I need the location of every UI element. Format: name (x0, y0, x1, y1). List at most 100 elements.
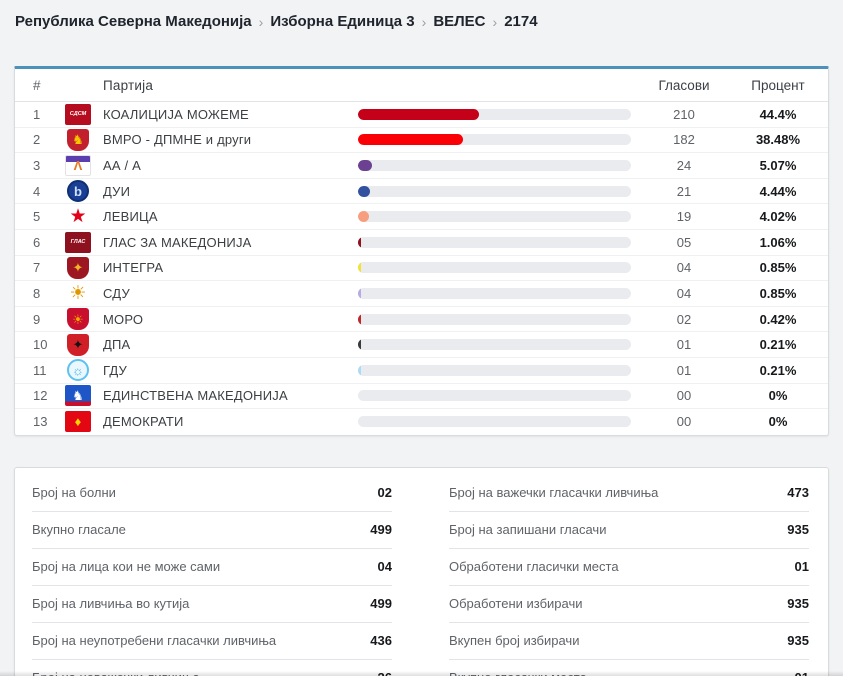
logo-cell: ✦ (65, 333, 103, 356)
statistics-column-left: Број на болни 02 Вкупно гласале 499 Број… (15, 485, 419, 676)
results-table-header: # Партија Гласови Процент (15, 69, 828, 102)
stat-value: 473 (787, 484, 809, 500)
vote-bar-fill (358, 236, 361, 248)
votes-cell: 01 (676, 337, 692, 353)
votes-cell: 02 (676, 311, 692, 327)
stat-value: 935 (787, 632, 809, 648)
stat-value: 26 (378, 670, 392, 676)
percent-cell: 44.4% (759, 106, 797, 122)
edinstvena-makedonija-logo: ♞ (65, 385, 91, 407)
stat-value: 01 (795, 670, 809, 676)
statistics-column-right: Број на важечки гласачки ливчиња 473 Бро… (419, 485, 828, 676)
breadcrumb-item-country[interactable]: Република Северна Македонија (15, 13, 252, 30)
logo-cell: ♦ (65, 411, 103, 433)
stat-value: 499 (370, 595, 392, 611)
vote-bar-track (358, 313, 631, 325)
breadcrumb-separator: › (492, 13, 498, 30)
logo-cell: ♞ (65, 385, 103, 407)
column-header-votes: Гласови (658, 77, 710, 93)
bar-cell (358, 236, 640, 248)
vote-bar-fill (358, 108, 480, 120)
stat-row: Број на неупотребени гласачки ливчиња 43… (32, 633, 392, 660)
rank-cell: 3 (33, 157, 41, 173)
stat-row: Вкупно гласале 499 (32, 522, 392, 549)
percent-cell: 4.44% (759, 183, 797, 199)
bar-cell (358, 159, 640, 171)
percent-cell: 0.21% (759, 337, 797, 353)
column-header-rank: # (33, 77, 41, 93)
sdsm-logo: СДСМ (65, 103, 91, 125)
vote-bar-fill (358, 287, 361, 299)
stat-value: 499 (370, 521, 392, 537)
votes-cell: 19 (676, 209, 692, 225)
stat-row: Број на болни 02 (32, 485, 392, 512)
vote-bar-track (358, 159, 631, 171)
stat-row: Обработени избирачи 935 (449, 596, 809, 623)
breadcrumb-item-municipality[interactable]: ВЕЛЕС (433, 13, 486, 30)
party-name: СДУ (103, 285, 130, 301)
dui-logo: b (67, 180, 89, 203)
vote-bar-fill (358, 313, 361, 325)
stat-label: Број на неупотребени гласачки ливчиња (32, 632, 277, 648)
rank-cell: 4 (33, 183, 41, 199)
stat-label: Број на неважечки ливчиња (32, 670, 200, 676)
stat-label: Вкупно гласачки места (449, 670, 587, 676)
moro-logo: ☀ (67, 308, 89, 331)
stat-label: Број на болни (32, 484, 116, 500)
logo-cell: ★ (65, 206, 103, 227)
percent-cell: 0% (768, 414, 788, 430)
stat-label: Обработени гласички места (449, 558, 619, 574)
rank-cell: 11 (33, 362, 47, 378)
vote-bar-track (358, 262, 631, 274)
logo-cell: Λ (65, 154, 103, 176)
stat-row: Број на запишани гласачи 935 (449, 522, 809, 549)
party-row: 4 b ДУИ 21 4.44% (15, 179, 828, 205)
rank-cell: 10 (33, 337, 48, 353)
bar-cell (358, 108, 640, 120)
rank-cell: 2 (33, 132, 41, 148)
party-name: ВМРО - ДПМНЕ и други (103, 132, 252, 148)
vote-bar-track (358, 211, 631, 223)
stat-value: 01 (794, 558, 809, 574)
aa-alternativa-logo: Λ (65, 154, 91, 176)
stat-value: 04 (377, 558, 392, 574)
votes-cell: 00 (676, 388, 692, 404)
stat-row: Број на неважечки ливчиња 26 (32, 670, 392, 676)
party-name: ГЛАС ЗА МАКЕДОНИЈА (103, 234, 252, 250)
vote-bar-track (358, 185, 631, 197)
vote-bar-fill (358, 159, 372, 171)
levica-logo: ★ (69, 206, 87, 228)
stat-label: Број на запишани гласачи (449, 521, 607, 537)
votes-cell: 24 (676, 157, 692, 173)
breadcrumb-separator: › (421, 13, 427, 30)
vote-bar-fill (358, 134, 464, 146)
logo-cell: ♞ (65, 128, 103, 151)
stat-value: 935 (787, 595, 809, 611)
bar-cell (358, 339, 640, 351)
party-row: 8 ☀ СДУ 04 0.85% (15, 281, 828, 307)
vote-bar-track (358, 236, 631, 248)
vote-bar-fill (358, 211, 369, 223)
party-row: 6 ГЛАС ГЛАС ЗА МАКЕДОНИЈА 05 1.06% (15, 230, 828, 256)
vmro-dpmne-logo: ♞ (67, 128, 89, 151)
party-row: 12 ♞ ЕДИНСТВЕНА МАКЕДОНИЈА 00 0% (15, 384, 828, 410)
percent-cell: 4.02% (759, 209, 797, 225)
vote-bar-track (358, 287, 631, 299)
rank-cell: 7 (33, 260, 41, 276)
bar-cell (358, 390, 640, 402)
percent-cell: 0.85% (759, 285, 797, 301)
party-name: ЕДИНСТВЕНА МАКЕДОНИЈА (103, 388, 288, 404)
vote-bar-fill (358, 364, 361, 376)
party-name: МОРО (103, 311, 144, 327)
breadcrumb-item-electoral-unit[interactable]: Изборна Единица 3 (270, 13, 415, 30)
vote-bar-track (358, 108, 631, 120)
votes-cell: 05 (676, 234, 692, 250)
results-table-body: 1 СДСМ КОАЛИЦИЈА МОЖЕМЕ 210 44.4% 2 ♞ ВМ… (15, 102, 828, 435)
breadcrumb-item-polling-station: 2174 (504, 13, 538, 30)
bar-cell (358, 211, 640, 223)
vote-bar-track (358, 416, 631, 428)
gdu-logo: ☼ (67, 359, 89, 382)
stat-label: Обработени избирачи (449, 595, 583, 611)
percent-cell: 5.07% (759, 157, 797, 173)
rank-cell: 13 (33, 414, 48, 430)
